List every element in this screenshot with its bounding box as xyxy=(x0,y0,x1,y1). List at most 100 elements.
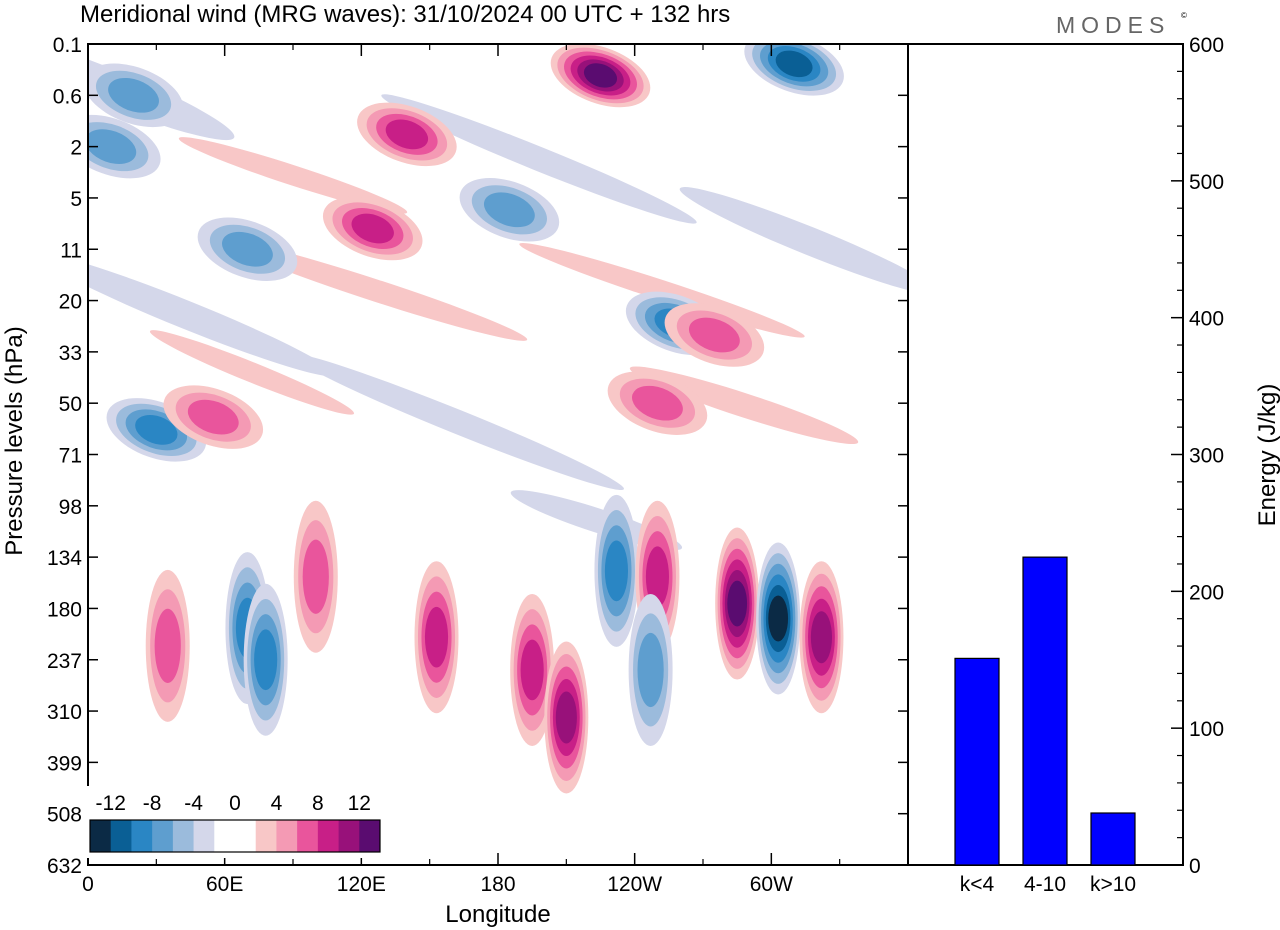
colorbar-label: 12 xyxy=(348,792,371,815)
contour-band xyxy=(187,399,239,435)
colorbar-swatch xyxy=(193,820,215,852)
heatmap-feature xyxy=(88,114,161,179)
heatmap-feature xyxy=(293,500,338,653)
energy-axis-label: Energy (J/kg) xyxy=(1254,384,1280,527)
heatmap-feature xyxy=(607,371,708,435)
energy-axes: k<4 4-10 k>10 0 100 200 300 400 500 600 xyxy=(960,34,1224,896)
contour-band xyxy=(135,414,178,445)
energy-tick-label: 400 xyxy=(1189,308,1224,331)
x-tick-label: 60E xyxy=(206,873,243,896)
energy-bar xyxy=(1090,812,1136,866)
y-tick-label: 632 xyxy=(47,855,82,878)
colorbar-swatch xyxy=(110,820,132,852)
colorbar-swatch xyxy=(235,820,257,852)
contour-band xyxy=(108,77,159,113)
brand-mark: © xyxy=(1181,11,1187,20)
chart-title: Meridional wind (MRG waves): 31/10/2024 … xyxy=(80,1,730,28)
contour-band xyxy=(254,629,278,691)
energy-tick-label: 600 xyxy=(1189,34,1224,57)
heatmap-feature xyxy=(145,569,190,722)
energy-bar xyxy=(954,657,1000,866)
heatmap-feature xyxy=(799,561,844,714)
heatmap-feature xyxy=(594,494,639,647)
energy-tick-label: 500 xyxy=(1189,171,1224,194)
colorbar-swatch xyxy=(214,820,236,852)
x-tick-label: 0 xyxy=(82,873,94,896)
colorbar-swatch xyxy=(172,820,194,852)
y-tick-label: 2 xyxy=(70,137,82,160)
x-tick-label: 120W xyxy=(607,873,662,896)
contour-band xyxy=(222,231,273,267)
y-tick-label: 71 xyxy=(59,445,82,468)
contour-band xyxy=(727,580,748,627)
y-axis-label: Pressure levels (hPa) xyxy=(1,326,28,555)
colorbar-swatch xyxy=(317,820,339,852)
colorbar-swatch xyxy=(255,820,277,852)
colorbar-swatch xyxy=(152,820,174,852)
heatmap-feature xyxy=(322,196,423,261)
contour-band xyxy=(604,540,629,602)
heatmap-feature xyxy=(510,593,555,746)
heatmap-feature xyxy=(664,303,765,367)
y-tick-label: 33 xyxy=(59,342,82,365)
colorbar: -12 -8 -4 0 4 8 12 xyxy=(86,786,386,858)
x-tick-label: 180 xyxy=(480,873,515,896)
colorbar-label: -8 xyxy=(143,792,162,815)
energy-bars xyxy=(954,556,1136,866)
y-tick-label: 508 xyxy=(47,804,82,827)
weak-band xyxy=(290,353,624,491)
energy-tick-label: 0 xyxy=(1189,855,1201,878)
heatmap-feature xyxy=(357,102,457,167)
colorbar-swatch xyxy=(131,820,153,852)
contour-band xyxy=(583,63,618,88)
weak-band xyxy=(149,330,355,415)
heatmap-feature xyxy=(756,542,801,695)
contour-band xyxy=(637,632,664,708)
x-tick-label: 60W xyxy=(750,873,793,896)
heatmap-field xyxy=(88,44,908,794)
contour-band xyxy=(555,691,577,744)
colorbar-label: 0 xyxy=(229,792,241,815)
y-tick-label: 98 xyxy=(59,496,82,519)
heatmap-feature xyxy=(197,217,298,282)
colorbar-swatch xyxy=(276,820,298,852)
weak-band xyxy=(381,94,697,224)
energy-tick-label: 200 xyxy=(1189,581,1224,604)
energy-tick-label: 100 xyxy=(1189,718,1224,741)
heatmap-feature xyxy=(414,561,459,714)
colorbar-swatch xyxy=(297,820,319,852)
contour-band xyxy=(302,539,329,614)
colorbar-swatch xyxy=(338,820,360,852)
contour-band xyxy=(810,611,833,664)
contour-band xyxy=(88,129,137,164)
colorbar-swatch xyxy=(90,820,112,852)
y-tick-label: 134 xyxy=(47,547,82,570)
y-tick-label: 399 xyxy=(47,752,82,775)
contour-band xyxy=(154,608,181,683)
contour-band xyxy=(351,213,394,244)
heatmap-feature xyxy=(628,593,673,746)
colorbar-label: -4 xyxy=(184,792,203,815)
heatmap-feature xyxy=(459,178,560,242)
contour-band xyxy=(385,119,429,150)
y-tick-label: 0.6 xyxy=(53,85,82,108)
heatmap-feature xyxy=(544,641,589,794)
y-tick-label: 5 xyxy=(70,188,82,211)
contour-band xyxy=(483,192,535,228)
heatmap-feature xyxy=(88,63,184,128)
contour-band xyxy=(768,595,789,642)
contour-band xyxy=(632,385,683,421)
colorbar-swatch xyxy=(359,820,381,852)
y-tick-label: 20 xyxy=(59,291,82,314)
heatmap-frame xyxy=(87,43,909,866)
brand-logo: MODES xyxy=(1056,12,1170,38)
energy-tick-label: 300 xyxy=(1189,445,1224,468)
y-tick-label: 0.1 xyxy=(53,34,82,57)
colorbar-label: 4 xyxy=(271,792,283,815)
heatmap-feature xyxy=(550,44,651,108)
weak-band xyxy=(88,253,335,377)
heatmap-feature xyxy=(715,527,760,680)
heatmap-feature xyxy=(243,583,288,736)
heatmap-feature xyxy=(163,385,264,449)
